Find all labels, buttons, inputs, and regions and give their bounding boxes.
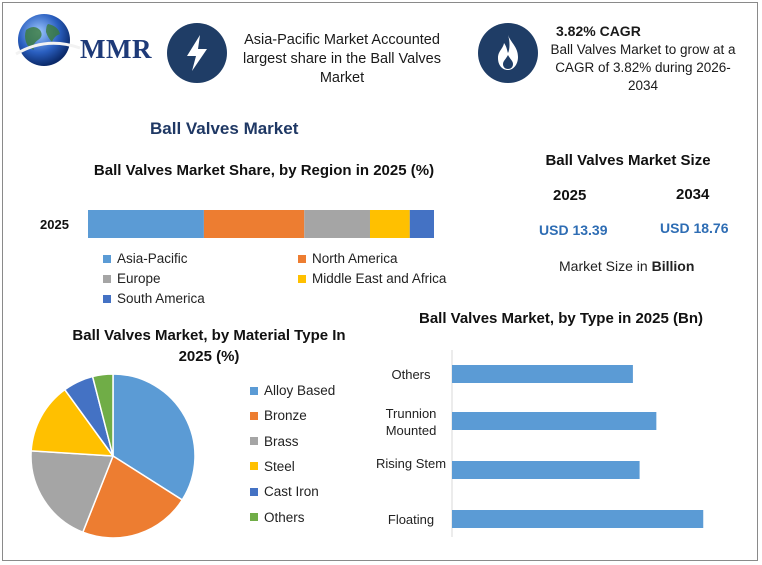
legend-label: Cast Iron [264, 484, 319, 500]
legend-swatch [298, 274, 306, 283]
page-title: Ball Valves Market [150, 119, 299, 138]
legend-swatch [250, 386, 258, 395]
region-chart-title: Ball Valves Market Share, by Region in 2… [93, 162, 435, 179]
legend-swatch [250, 462, 258, 471]
legend-label: Others [264, 509, 305, 525]
region-category-label: 2025 [40, 217, 69, 232]
material-chart-title: Ball Valves Market, by Material Type In … [72, 327, 346, 365]
pie-slice-others [91, 373, 114, 457]
lightning-bolt-icon [187, 35, 207, 71]
legend-swatch [250, 437, 258, 446]
legend-label: Steel [264, 458, 295, 474]
legend-swatch [103, 294, 111, 303]
type-category-label-floating: Floating [387, 512, 435, 527]
type-bar-floating [452, 510, 704, 528]
market-size-unit-prefix: Market Size in [559, 258, 652, 274]
legend-swatch [298, 254, 306, 263]
material-pie-chart [30, 373, 196, 539]
type-category-label-rising-stem: Rising Stem [375, 456, 447, 471]
market-size-year-2034: 2034 [676, 186, 710, 203]
legend-label: Alloy Based [264, 383, 336, 398]
region-highlight-text: Asia-Pacific Market Accounted largest sh… [242, 32, 441, 86]
material-legend-item-others: Others [250, 510, 305, 525]
type-bar-others [452, 365, 633, 383]
legend-label: Middle East and Africa [312, 271, 447, 286]
market-size-value-2034: USD 18.76 [660, 220, 729, 236]
region-bar-segment-north-america [203, 210, 305, 238]
logo-text: MMR [80, 34, 152, 64]
globe-icon [15, 14, 81, 66]
material-legend-item-steel: Steel [250, 459, 295, 474]
legend-swatch [250, 513, 258, 521]
material-legend-item-alloy-based: Alloy Based [250, 383, 335, 398]
legend-label: Bronze [264, 408, 307, 424]
region-legend-item-north-america: North America [298, 251, 398, 266]
market-size-unit-note: Market Size in Billion [559, 258, 694, 274]
lightning-badge [167, 23, 227, 83]
region-legend-item-asia-pacific: Asia-Pacific [103, 251, 188, 266]
legend-label: Asia-Pacific [117, 251, 188, 266]
legend-swatch [103, 254, 111, 263]
region-legend-item-middle-east-and-africa: Middle East and Africa [298, 271, 446, 286]
legend-label: South America [117, 291, 205, 306]
type-bar-rising-stem [452, 461, 640, 479]
legend-label: Brass [264, 433, 299, 449]
legend-label: North America [312, 251, 398, 266]
flame-icon [498, 35, 518, 70]
material-legend-item-cast-iron: Cast Iron [250, 484, 319, 499]
pie-slice-bronze [81, 454, 184, 539]
market-size-title: Ball Valves Market Size [545, 152, 711, 169]
cagr-text: Ball Valves Market to grow at a CAGR of … [550, 42, 736, 93]
pie-slice-brass [30, 450, 115, 534]
material-legend-item-bronze: Bronze [250, 408, 307, 423]
type-bar-chart [451, 350, 704, 537]
type-bar-trunnion-mounted [452, 412, 657, 430]
legend-label: Europe [117, 271, 161, 286]
region-bar-segment-europe [304, 210, 370, 238]
region-legend-item-south-america: South America [103, 291, 205, 306]
market-size-year-2025: 2025 [553, 187, 587, 204]
type-chart-title: Ball Valves Market, by Type in 2025 (Bn) [418, 310, 703, 327]
region-bar-segment-south-america [409, 210, 434, 238]
pie-slice-steel [30, 388, 115, 457]
type-category-label-others: Others [391, 367, 431, 382]
market-size-value-2025: USD 13.39 [539, 222, 608, 238]
cagr-title: 3.82% CAGR [556, 23, 641, 39]
legend-swatch [103, 274, 111, 283]
legend-swatch [250, 487, 258, 496]
legend-swatch [250, 411, 258, 420]
market-size-unit-bold: Billion [651, 258, 695, 274]
flame-badge [478, 23, 538, 83]
region-legend-item-europe: Europe [103, 271, 161, 286]
region-stacked-bar-chart: 2025 [40, 210, 434, 238]
material-legend-item-brass: Brass [250, 434, 299, 449]
region-bar-segment-asia-pacific [88, 210, 204, 238]
region-bar-segment-middle-east-and-africa [369, 210, 410, 238]
type-category-label-trunnion-mounted: Trunnion Mounted [385, 406, 437, 438]
